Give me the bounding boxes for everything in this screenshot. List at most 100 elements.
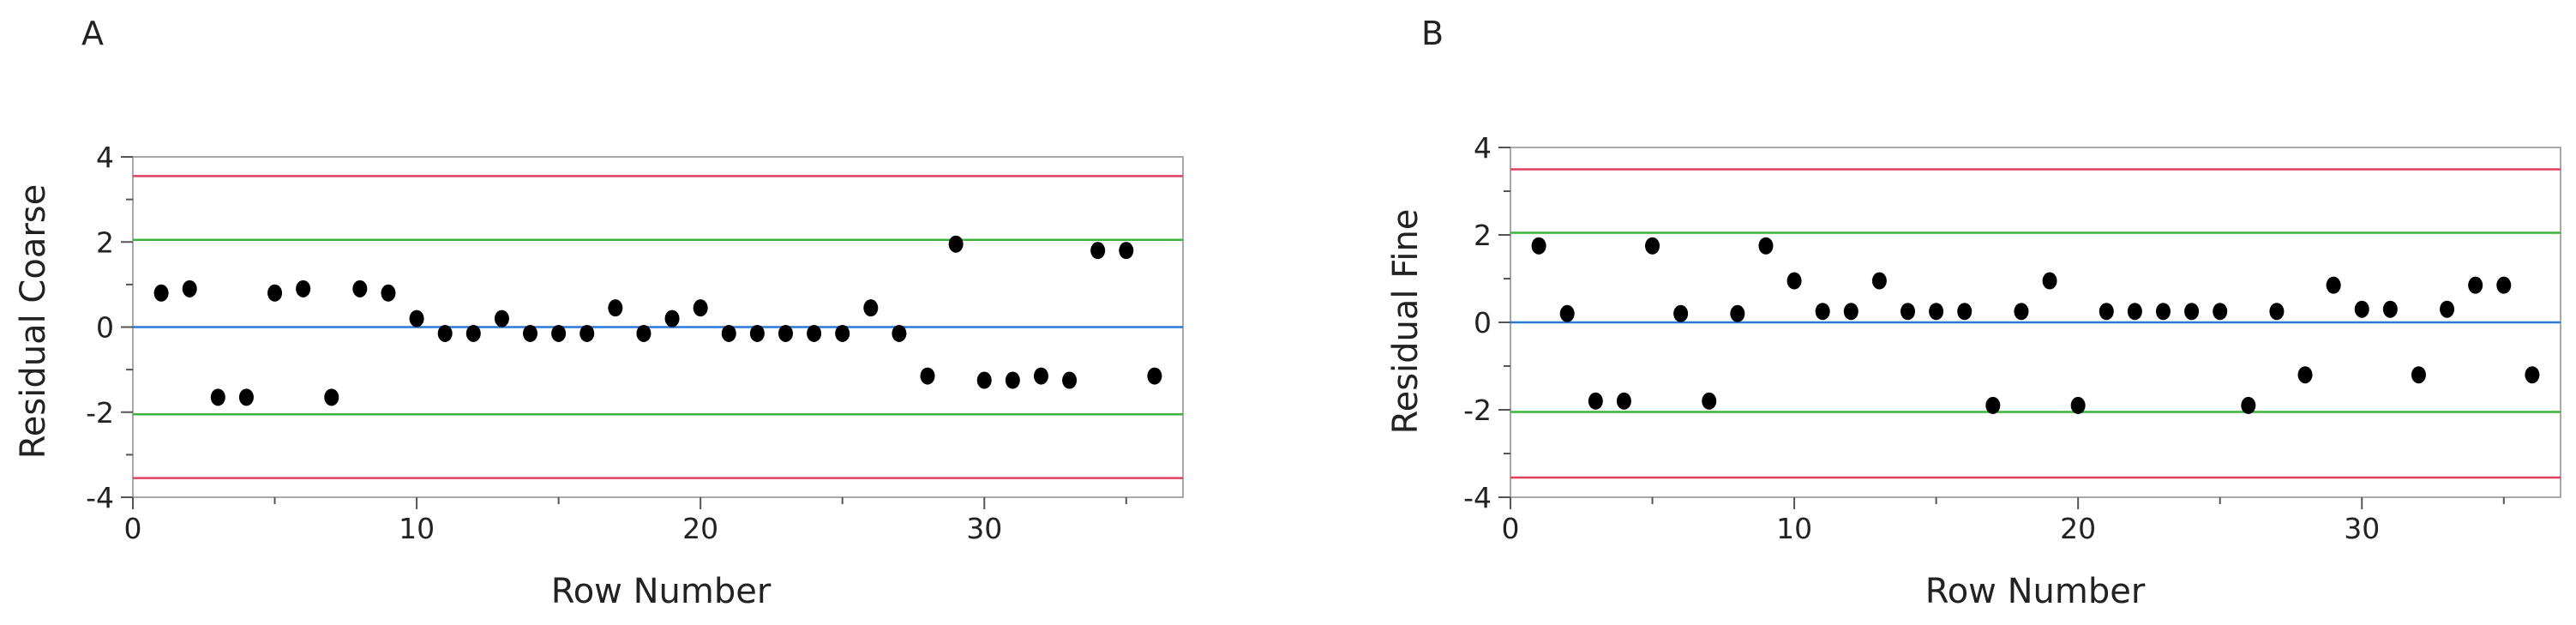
panel-b-data-point: [1645, 237, 1660, 255]
panel-a-data-point: [579, 324, 595, 342]
panel-a-data-point: [693, 299, 708, 317]
panel-a-data-point: [494, 309, 509, 328]
panel-b-data-point: [1730, 304, 1745, 322]
panel-b-data-point: [2127, 303, 2142, 321]
panel-a-data-point: [807, 324, 822, 342]
panel-a-data-point: [551, 324, 567, 342]
panel-b-data-point: [1673, 304, 1689, 322]
panel-b-data-point: [2496, 276, 2512, 294]
panel-a-data-point: [210, 388, 225, 406]
panel-b-data-point: [1815, 303, 1830, 321]
panel-b-data-point: [1957, 303, 1973, 321]
panel-b: B Residual Fine Row Number 420-2-40 10 20 3…: [1386, 15, 2561, 611]
panel-a-data-point: [182, 279, 197, 297]
panel-a-plot-area: 420-2-40 10 20 30: [86, 141, 1184, 545]
panel-b-data-point: [2382, 300, 2398, 318]
panel-b-data-point: [1871, 272, 1887, 290]
panel-b-data-point: [2042, 272, 2057, 290]
panel-a-data-point: [267, 284, 283, 302]
panel-b-data-point: [2326, 276, 2341, 294]
panel-a-label: A: [81, 15, 104, 52]
panel-b-x-tick-label: 0: [1502, 512, 1520, 545]
panel-a-data-point: [863, 299, 879, 317]
panel-b-data-point: [1702, 392, 1717, 410]
panel-a-data-point: [296, 279, 311, 297]
panel-b-y-tick-label: 0: [1474, 306, 1492, 340]
panel-a-data-point: [381, 284, 396, 302]
panel-a-data-point: [238, 388, 254, 406]
panel-b-data-point: [1616, 392, 1631, 410]
panel-b-data-point: [1588, 392, 1603, 410]
panel-a-y-axis-label: Residual Coarse: [14, 184, 53, 459]
panel-a-data-point: [1033, 367, 1048, 385]
panel-a-y-tick-label: 2: [96, 225, 114, 259]
panel-a-data-point: [1119, 242, 1134, 260]
panel-b-data-point: [2269, 303, 2285, 321]
panel-b-y-tick-label: -4: [1463, 481, 1492, 514]
panel-a-data-point: [608, 299, 623, 317]
panel-b-data-point: [1843, 303, 1858, 321]
panel-b-data-point: [2184, 303, 2200, 321]
panel-b-data-point: [2411, 366, 2426, 384]
panel-a-y-tick-label: 0: [96, 311, 114, 345]
panel-a-y-tick-label: -2: [86, 396, 114, 430]
panel-a-data-point: [664, 309, 680, 328]
panel-a-data-point: [778, 324, 793, 342]
panel-b-data-point: [1758, 237, 1774, 255]
panel-b-data-point: [2099, 303, 2114, 321]
panel-b-data-point: [2354, 300, 2369, 318]
panel-b-x-axis-label: Row Number: [1925, 572, 2146, 611]
panel-a-y-tick-label: 4: [96, 141, 114, 174]
panel-b-x-tick-label: 30: [2344, 512, 2380, 545]
panel-a-data-point: [1005, 371, 1020, 389]
panel-a-data-point: [976, 371, 992, 389]
panel-a-data-point: [1147, 367, 1162, 385]
panel-b-data-point: [1929, 303, 1944, 321]
panel-b-data-point: [2070, 396, 2086, 414]
panel-a-data-point: [153, 284, 169, 302]
panel-a-data-point: [465, 324, 481, 342]
panel-b-data-point: [1786, 272, 1802, 290]
panel-a-x-tick-label: 30: [966, 512, 1002, 545]
panel-b-x-tick-label: 20: [2060, 512, 2096, 545]
panel-b-data-point: [1985, 396, 2001, 414]
panel-a-data-point: [1062, 371, 1078, 389]
panel-a-data-point: [324, 388, 339, 406]
panel-a-x-axis-label: Row Number: [551, 572, 772, 611]
panel-a-data-point: [523, 324, 538, 342]
panel-b-y-tick-label: 4: [1474, 131, 1492, 165]
panel-b-label: B: [1421, 15, 1444, 52]
panel-b-data-point: [1900, 303, 1916, 321]
panel-b-data-point: [2213, 303, 2228, 321]
panel-a-data-point: [749, 324, 765, 342]
panel-b-y-axis-label: Residual Fine: [1386, 209, 1426, 435]
panel-a-data-point: [920, 367, 935, 385]
panel-b-y-tick-label: -2: [1463, 394, 1492, 427]
panel-b-data-point: [2014, 303, 2029, 321]
panel-a-data-point: [1090, 242, 1106, 260]
panel-b-data-point: [2440, 300, 2455, 318]
panel-a-x-tick-label: 20: [682, 512, 718, 545]
panel-a-data-point: [948, 235, 964, 253]
panel-a: A Residual Coarse Row Number 4 20 -2 -4 0 10 2…: [14, 15, 1184, 611]
panel-a-data-point: [835, 324, 850, 342]
panel-a-y-tick-label: -4: [86, 481, 114, 514]
panel-b-plot-area: 420-2-40 10 20 30: [1463, 131, 2561, 545]
panel-b-y-tick-label: 2: [1474, 219, 1492, 252]
panel-a-data-point: [409, 309, 424, 328]
panel-b-data-point: [2468, 276, 2483, 294]
panel-b-data-point: [2155, 303, 2171, 321]
panel-b-data-point: [2241, 396, 2256, 414]
panel-a-data-point: [721, 324, 736, 342]
panel-a-data-point: [352, 279, 368, 297]
panel-b-data-point: [2297, 366, 2313, 384]
panel-b-data-point: [2525, 366, 2540, 384]
panel-b-data-point: [1531, 237, 1546, 255]
panel-a-data-point: [636, 324, 652, 342]
panel-a-data-point: [892, 324, 907, 342]
panel-a-x-tick-label: 10: [399, 512, 435, 545]
panel-b-data-point: [1559, 304, 1575, 322]
panel-b-x-tick-label: 10: [1776, 512, 1812, 545]
panel-a-data-point: [437, 324, 453, 342]
